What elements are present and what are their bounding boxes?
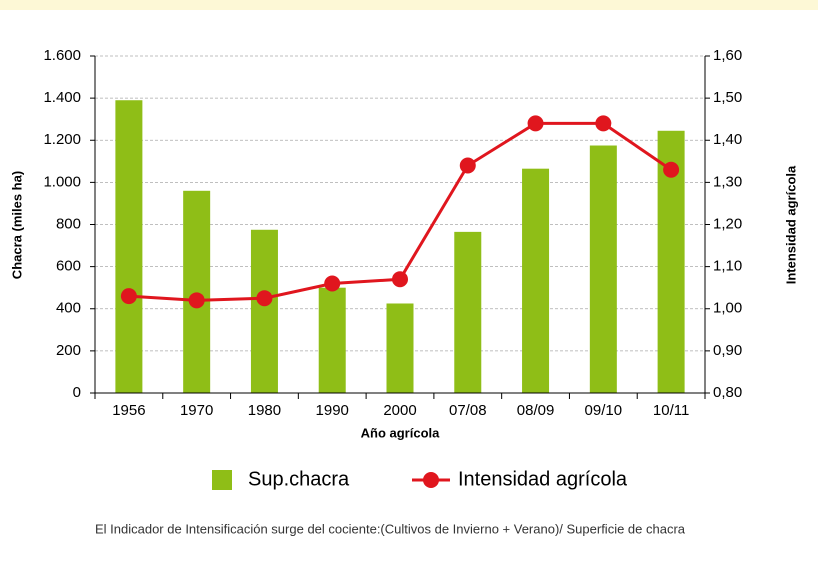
x-tick-label: 2000 [383,402,416,419]
y-tick-label: 800 [56,215,81,232]
y-tick-label: 1.400 [43,89,81,106]
y2-tick-label: 1,60 [713,47,742,64]
top-strip [0,0,818,10]
y2-tick-label: 1,00 [713,300,742,317]
x-tick-label: 1990 [316,402,349,419]
bar [250,229,278,393]
y-tick-label: 200 [56,342,81,359]
footnote: El Indicador de Intensificación surge de… [95,521,686,536]
bar [115,100,143,393]
x-tick-label: 07/08 [449,402,487,419]
line-marker [188,292,205,309]
line-marker [256,290,273,307]
line-marker [663,161,680,178]
x-axis-title: Año agrícola [361,425,441,440]
y-tick-label: 600 [56,258,81,275]
line-marker [392,271,408,288]
y2-tick-label: 1,40 [713,131,742,148]
y-tick-label: 0 [73,384,81,401]
line-marker [527,115,544,132]
x-tick-label: 09/10 [585,402,623,419]
y-tick-label: 1.200 [43,131,81,148]
line-marker [459,157,476,174]
bar [589,145,617,393]
x-tick-label: 1970 [180,402,213,419]
line-marker [324,275,341,292]
legend-marker [423,472,439,488]
y2-tick-label: 1,50 [713,89,742,106]
y2-tick-label: 1,10 [713,258,742,275]
bar [183,190,211,393]
y2-tick-label: 0,80 [713,384,742,401]
y2-axis-title: Intensidad agrícola [783,165,798,284]
bar [318,287,346,393]
bar [454,231,482,393]
x-tick-label: 08/09 [517,402,555,419]
x-tick-label: 1980 [248,402,281,419]
line-marker [120,288,137,305]
y-tick-label: 1.600 [43,47,81,64]
x-tick-label: 1956 [112,402,145,419]
y2-tick-label: 0,90 [713,342,742,359]
y-tick-label: 1.000 [43,173,81,190]
legend-label: Sup.chacra [248,468,350,490]
bar [522,168,550,393]
legend-label: Intensidad agrícola [458,468,628,490]
y-axis-title: Chacra (miles ha) [9,171,24,279]
x-tick-label: 10/11 [653,402,689,419]
line-marker [595,115,612,132]
y2-tick-label: 1,30 [713,173,742,190]
y-tick-label: 400 [56,300,81,317]
y2-tick-label: 1,20 [713,215,742,232]
bar [386,303,414,393]
legend-swatch [212,470,232,490]
